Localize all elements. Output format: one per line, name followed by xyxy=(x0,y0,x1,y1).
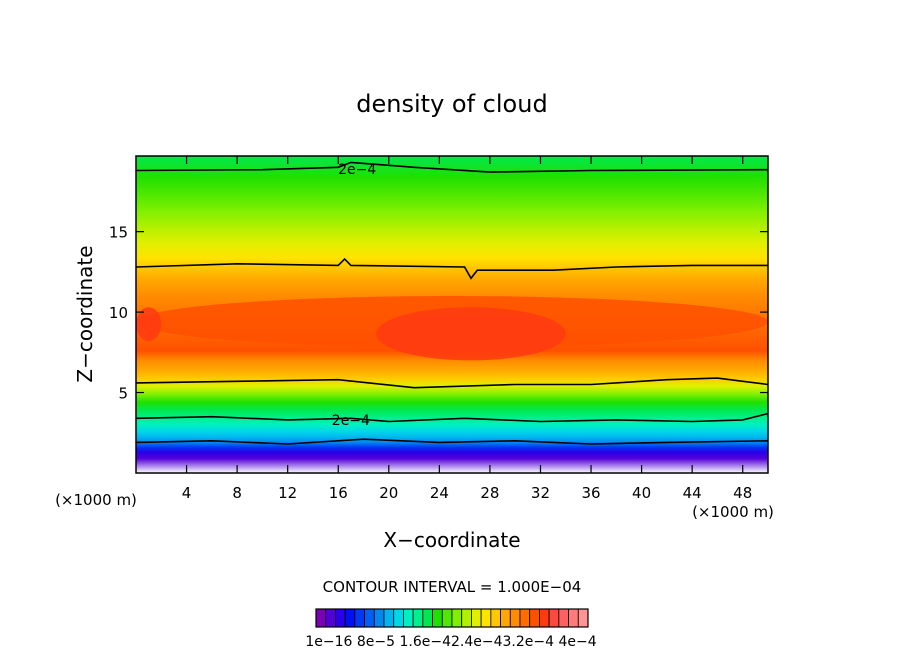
colorbar-swatch xyxy=(373,608,385,628)
colorbar-swatch xyxy=(383,608,395,628)
core-regions xyxy=(136,295,768,361)
colorbar-frame xyxy=(315,608,589,628)
y-tick-label: 5 xyxy=(118,385,128,403)
colorbar-swatch xyxy=(344,608,356,628)
contour-label: 2e−4 xyxy=(332,413,370,429)
colorbar-swatch xyxy=(461,608,472,628)
x-tick-label: 4 xyxy=(182,484,192,502)
colorbar-swatch xyxy=(354,608,365,628)
colorbar-swatch xyxy=(451,608,463,628)
colorbar-swatch xyxy=(403,608,414,628)
colorbar-swatch xyxy=(422,608,433,628)
colorbar-swatch xyxy=(529,608,540,628)
x-tick-label: 12 xyxy=(278,484,297,502)
x-tick-label: 36 xyxy=(581,484,600,502)
x-unit-right: (×1000 m) xyxy=(692,503,774,521)
colorbar-swatch xyxy=(325,608,336,628)
plot-area: 2e−4 2e−4 xyxy=(135,155,769,474)
x-tick-label: 28 xyxy=(480,484,499,502)
x-axis-label: X−coordinate xyxy=(383,528,520,552)
colorbar xyxy=(315,608,589,628)
x-tick-label: 40 xyxy=(632,484,651,502)
colorbar-swatch xyxy=(519,608,531,628)
colorbar-swatch xyxy=(548,608,560,628)
core-region xyxy=(136,307,162,342)
contour-line xyxy=(136,438,768,445)
colorbar-swatch xyxy=(471,608,482,628)
x-tick-label: 24 xyxy=(430,484,449,502)
contour-line xyxy=(136,412,768,423)
colorbar-swatch xyxy=(432,608,443,628)
x-unit-left: (×1000 m) xyxy=(55,491,137,509)
contour-line xyxy=(136,257,768,280)
colorbar-swatch xyxy=(568,608,579,628)
x-tick-label: 48 xyxy=(733,484,752,502)
colorbar-swatch xyxy=(577,608,589,628)
colorbar-swatch xyxy=(364,608,375,628)
x-tick-label: 20 xyxy=(379,484,398,502)
contour-interval-text: CONTOUR INTERVAL = 1.000E−04 xyxy=(323,578,582,596)
colorbar-swatch xyxy=(558,608,569,628)
contour-label: 2e−4 xyxy=(338,162,376,178)
y-axis-ticks: 5 10 15 xyxy=(109,224,768,403)
x-tick-label: 8 xyxy=(232,484,242,502)
contour-lines xyxy=(136,161,768,445)
colorbar-swatch xyxy=(441,608,453,628)
colorbar-swatch xyxy=(315,608,327,628)
colorbar-swatch xyxy=(480,608,492,628)
colorbar-swatch xyxy=(490,608,501,628)
colorbar-swatch xyxy=(393,608,404,628)
x-tick-label: 44 xyxy=(683,484,702,502)
colorbar-swatch xyxy=(539,608,550,628)
x-tick-label: 32 xyxy=(531,484,550,502)
x-axis-ticks: 4 8 12 16 20 24 28 32 36 40 44 48 xyxy=(182,156,752,502)
y-tick-label: 10 xyxy=(109,304,128,322)
y-tick-label: 15 xyxy=(109,224,128,242)
y-axis-label: Z−coordinate xyxy=(73,245,97,382)
contour-labels: 2e−4 2e−4 xyxy=(332,162,377,429)
x-tick-label: 16 xyxy=(329,484,348,502)
colorbar-swatch xyxy=(335,608,346,628)
colorbar-swatch xyxy=(509,608,521,628)
contour-line xyxy=(136,377,768,389)
contour-line xyxy=(136,161,768,173)
core-region xyxy=(376,307,566,361)
colorbar-tick-labels: 1e−16 8e−5 1.6e−42.4e−43.2e−4 4e−4 xyxy=(305,634,596,650)
chart-title: density of cloud xyxy=(356,90,547,118)
colorbar-swatch xyxy=(500,608,511,628)
plot-frame xyxy=(135,155,769,474)
colorbar-swatch xyxy=(412,608,424,628)
